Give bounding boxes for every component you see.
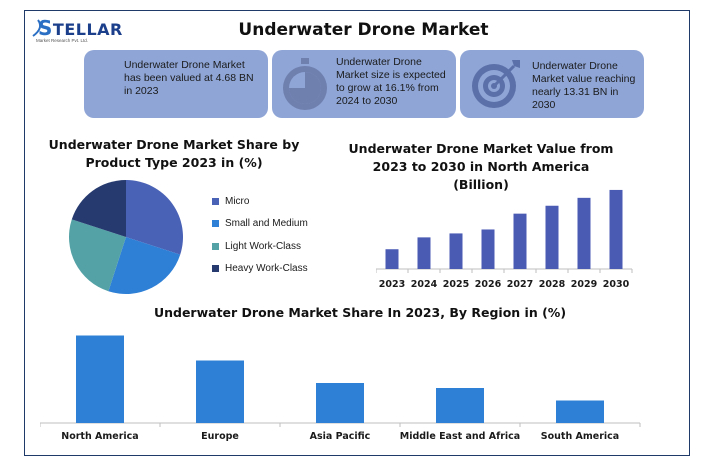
legend-swatch — [212, 197, 219, 205]
x-tick-label: North America — [61, 431, 138, 442]
bar — [609, 189, 623, 269]
legend-label: Light Work-Class — [225, 240, 301, 252]
bar — [449, 233, 463, 269]
region-bar-chart-title: Underwater Drone Market Share In 2023, B… — [153, 305, 567, 320]
legend-swatch — [212, 220, 219, 228]
stellar-logo: STELLAR Market Research Pvt. Ltd. — [30, 14, 122, 48]
pie-chart-title: Underwater Drone Market Share by Product… — [48, 137, 300, 170]
bar — [577, 197, 591, 269]
x-tick-label: 2026 — [475, 279, 502, 290]
legend-item: Small and Medium — [212, 213, 308, 236]
legend-item: Heavy Work-Class — [212, 258, 308, 281]
na-bar-chart: 2023 2024 2025 2026 2027 2028 2029 2030 — [376, 189, 633, 290]
x-tick-label: Middle East and Africa — [400, 431, 520, 442]
x-tick-label: South America — [541, 431, 619, 442]
x-tick-label: Europe — [201, 431, 239, 442]
stat-card-forecast: Underwater Drone Market value reaching n… — [460, 50, 644, 118]
legend-swatch — [212, 265, 219, 273]
stat-card-text: Underwater Drone Market value reaching n… — [532, 60, 636, 111]
bar — [196, 360, 244, 423]
bar — [436, 388, 484, 423]
bar — [417, 237, 431, 269]
bar — [556, 400, 604, 423]
target-icon — [472, 60, 520, 108]
stat-card-text: Underwater Drone Market has been valued … — [124, 59, 254, 97]
stat-card-valuation: Underwater Drone Market has been valued … — [84, 50, 268, 118]
legend-label: Micro — [225, 195, 250, 207]
legend-label: Small and Medium — [225, 218, 308, 230]
stopwatch-icon — [283, 58, 327, 110]
pie-slice — [108, 237, 181, 294]
legend-item: Micro — [212, 190, 308, 213]
bar — [481, 229, 495, 269]
x-tick-label: 2024 — [411, 279, 438, 290]
bar — [545, 205, 559, 269]
pie-slice — [69, 219, 126, 292]
bar — [513, 213, 527, 269]
x-tick-label: 2027 — [507, 279, 533, 290]
x-tick-label: 2025 — [443, 279, 469, 290]
logo-swoosh-icon — [32, 19, 42, 37]
bar — [76, 335, 124, 423]
pie-chart — [69, 180, 183, 294]
infographic-frame — [24, 10, 690, 456]
pie-legend: Micro Small and Medium Light Work-Class Hea… — [212, 190, 308, 280]
legend-label: Heavy Work-Class — [225, 263, 308, 275]
x-tick-label: 2029 — [571, 279, 597, 290]
stat-card-growth: Underwater Drone Market size is expected… — [272, 50, 456, 118]
na-bar-chart-title: Underwater Drone Market Value from 2023 … — [348, 141, 614, 192]
pie-slice — [71, 180, 126, 237]
logo-tagline: Market Research Pvt. Ltd. — [36, 38, 89, 43]
legend-swatch — [212, 242, 219, 250]
bar — [316, 383, 364, 423]
logo-wordmark: STELLAR — [38, 16, 123, 40]
legend-item: Light Work-Class — [212, 235, 308, 258]
x-tick-label: 2023 — [379, 279, 405, 290]
bar — [385, 249, 399, 269]
x-tick-label: Asia Pacific — [310, 431, 371, 442]
pie-slice — [126, 180, 183, 255]
x-tick-label: 2028 — [539, 279, 566, 290]
region-bar-chart: North America Europe Asia Pacific Middle Ea… — [40, 335, 641, 442]
stat-card-text: Underwater Drone Market size is expected… — [336, 56, 446, 107]
page-title: Underwater Drone Market — [238, 20, 489, 40]
x-tick-label: 2030 — [603, 279, 630, 290]
